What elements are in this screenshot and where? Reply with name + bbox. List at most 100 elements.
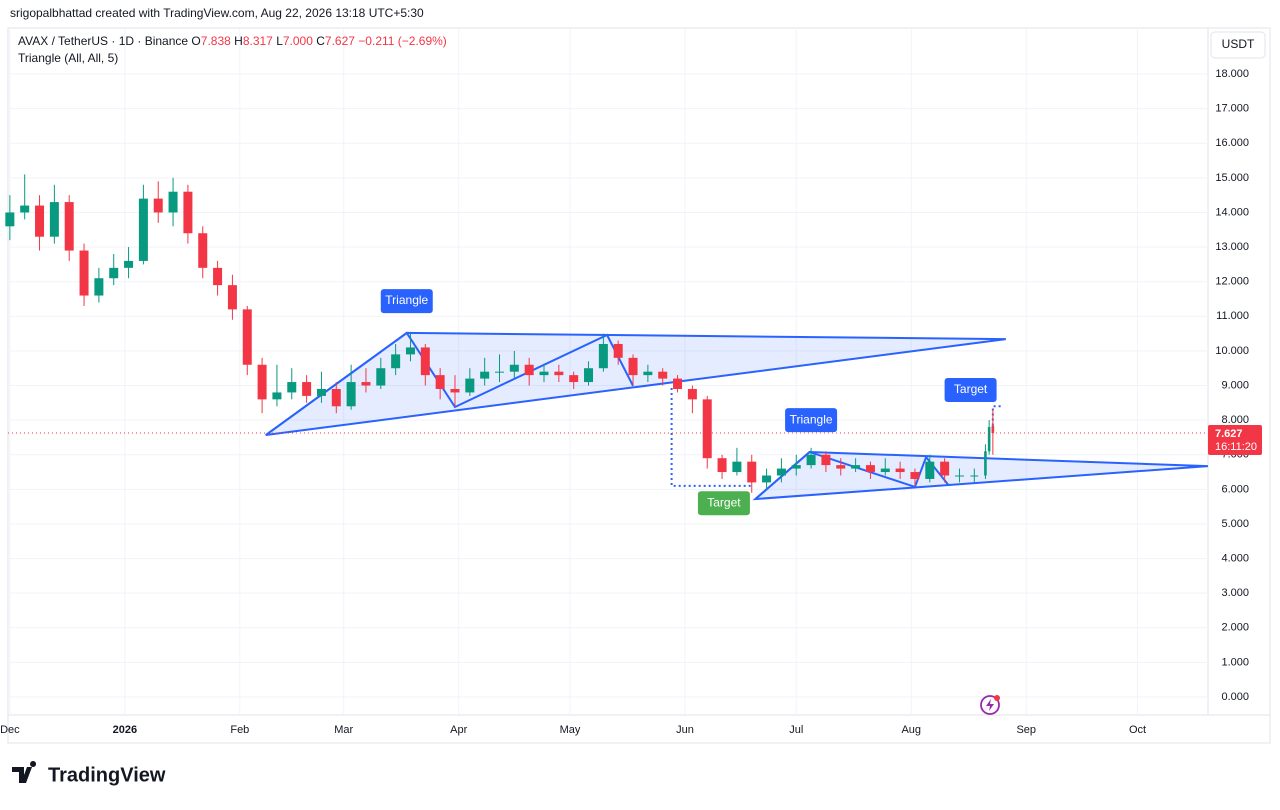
y-tick-label: 5.000: [1221, 518, 1249, 530]
candle-body: [49, 202, 59, 237]
y-tick-label: 0.000: [1221, 691, 1249, 703]
ohlc-value: 7.838: [201, 34, 231, 48]
candle-body: [524, 364, 534, 376]
drawing-label-box: [785, 408, 838, 433]
candle-body: [480, 371, 490, 379]
y-tick-label: 8.000: [1221, 414, 1249, 426]
x-tick-label: Apr: [450, 724, 467, 736]
candle-body: [272, 392, 282, 400]
currency-button[interactable]: [1210, 31, 1266, 59]
candle-body: [361, 382, 371, 386]
candle-body: [168, 191, 178, 213]
alert-bolt[interactable]: [986, 699, 994, 711]
symbol: AVAX / TetherUS · 1D · Binance: [18, 34, 188, 48]
candle-body: [94, 278, 104, 296]
candle-body: [20, 205, 30, 213]
candle-body: [821, 454, 831, 466]
candle-body: [64, 202, 74, 251]
candle-body: [227, 285, 237, 310]
candle-body: [954, 475, 964, 477]
candle-body: [287, 382, 297, 393]
y-tick-label: 15.000: [1215, 172, 1249, 184]
change: −0.211 (−2.69%): [358, 34, 447, 48]
candle-body: [940, 461, 950, 476]
drawing-label-box: [944, 378, 997, 403]
candle-body: [153, 198, 163, 213]
y-tick-label: 10.000: [1215, 345, 1249, 357]
y-tick-label: 12.000: [1215, 276, 1249, 288]
y-tick-label: 17.000: [1215, 103, 1249, 115]
candle-body: [435, 375, 445, 389]
candle-body: [331, 388, 341, 407]
candle-body: [717, 458, 727, 473]
candles: [5, 174, 1208, 493]
candle-body: [138, 198, 148, 261]
candle-body: [465, 378, 475, 393]
credit: srigopalbhattad created with TradingView…: [10, 6, 424, 20]
ohlc-key: C: [316, 34, 325, 48]
candle-body: [865, 465, 875, 473]
target-path: [991, 405, 1003, 431]
candle-body: [5, 212, 15, 227]
candle-body: [732, 461, 742, 473]
indicator-label: Triangle (All, All, 5): [18, 51, 118, 65]
candle-body: [242, 309, 252, 365]
candle-body: [391, 354, 401, 369]
candle-body: [613, 343, 623, 358]
ohlc-value: 8.317: [243, 34, 273, 48]
candle-body: [509, 364, 519, 372]
candle-body: [747, 461, 757, 483]
candle-body: [643, 371, 653, 376]
grid: [8, 28, 1208, 715]
drawing-label-box: [380, 289, 433, 314]
candle-body: [257, 364, 267, 400]
x-tick-label: Sep: [1016, 724, 1036, 736]
candle-body: [987, 427, 991, 452]
currency-button-label[interactable]: USDT: [1222, 37, 1255, 51]
candle-body: [494, 371, 504, 373]
candle-body: [984, 451, 987, 476]
candle-body: [851, 465, 861, 469]
alert-dot[interactable]: [994, 695, 1000, 701]
candle-body: [836, 465, 846, 469]
alert-icon[interactable]: [980, 695, 1000, 715]
alert-circle[interactable]: [980, 695, 1000, 715]
drawing-label: Target: [954, 382, 988, 396]
x-tick-label: Jul: [789, 724, 803, 736]
last-price-tag: [1208, 425, 1262, 456]
candle-body: [420, 347, 430, 376]
x-tick-label: Jun: [676, 724, 694, 736]
ohlc-key: O: [191, 34, 200, 48]
candle-body: [762, 475, 772, 483]
logo-mark[interactable]: [12, 761, 37, 783]
logo-text[interactable]: TradingView: [48, 764, 166, 786]
candle-body: [880, 468, 890, 473]
drawing-label: Target: [707, 495, 741, 509]
candle-body: [346, 382, 356, 407]
candle-body: [302, 382, 312, 396]
x-tick-label: 2026: [113, 724, 137, 736]
x-tick-label: Mar: [334, 724, 353, 736]
ohlc-key: L: [276, 34, 283, 48]
logo[interactable]: TradingView: [12, 761, 166, 786]
candle-body: [628, 357, 638, 376]
candle-body: [673, 378, 683, 389]
candle-body: [584, 368, 594, 383]
candle-body: [569, 375, 579, 383]
candle-body: [791, 465, 801, 469]
candle-body: [806, 454, 816, 466]
candle-body: [554, 371, 564, 376]
candle-body: [79, 250, 89, 296]
y-tick-label: 6.000: [1221, 483, 1249, 495]
candle-body: [991, 425, 995, 434]
candle-body: [702, 399, 712, 459]
countdown: 16:11:20: [1215, 441, 1257, 453]
candle-body: [925, 461, 935, 479]
ohlc-value: 7.627: [325, 34, 355, 48]
legend: AVAX / TetherUS · 1D · Binance O7.838 H8…: [18, 34, 447, 48]
candle-body: [124, 260, 134, 268]
candle-body: [183, 191, 193, 234]
candle-body: [598, 343, 608, 369]
x-tick-label: Aug: [901, 724, 921, 736]
